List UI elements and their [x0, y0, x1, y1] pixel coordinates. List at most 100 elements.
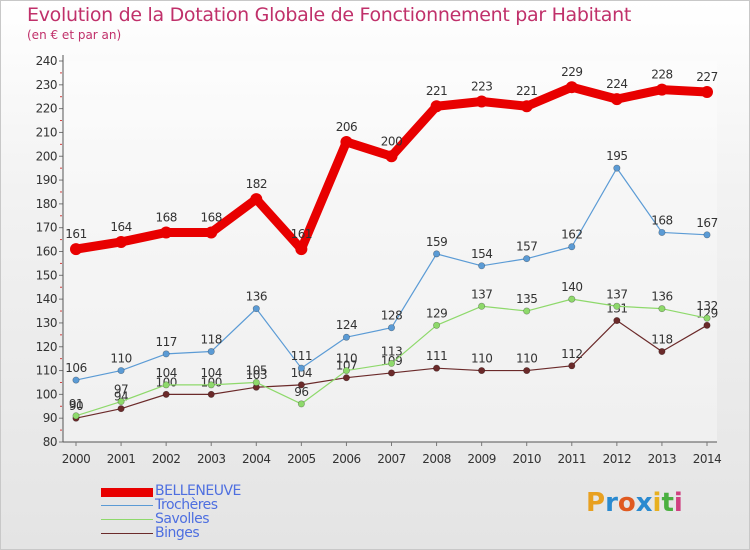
x-tick-label: 2013: [648, 452, 677, 466]
data-point: [72, 376, 80, 384]
x-tick-label: 2008: [422, 452, 451, 466]
data-label: 136: [651, 290, 672, 304]
y-tick-label: 150: [36, 268, 57, 282]
data-point: [613, 317, 621, 325]
data-point: [250, 193, 263, 206]
x-tick-label: 2012: [603, 452, 632, 466]
data-point: [703, 321, 711, 329]
data-point: [565, 81, 578, 94]
data-label: 161: [291, 227, 312, 241]
data-label: 137: [606, 287, 627, 301]
logo-letter: t: [661, 488, 674, 518]
data-point: [475, 95, 488, 108]
data-label: 106: [65, 361, 86, 375]
logo-letter: P: [586, 488, 606, 518]
data-point: [207, 348, 215, 356]
data-point: [613, 302, 621, 310]
data-point: [703, 231, 711, 239]
data-point: [70, 243, 82, 256]
data-point: [520, 100, 533, 113]
data-point: [295, 243, 308, 256]
data-label: 140: [561, 280, 582, 294]
data-point: [523, 307, 531, 315]
data-point: [703, 314, 711, 322]
data-label: 182: [246, 177, 267, 191]
plot-area: [63, 61, 717, 442]
y-tick-label: 210: [36, 125, 57, 139]
data-label: 224: [606, 77, 627, 91]
data-label: 221: [516, 84, 537, 98]
data-label: 200: [381, 134, 402, 148]
x-tick-label: 2003: [197, 452, 226, 466]
x-tick-label: 2007: [377, 452, 406, 466]
data-label: 118: [201, 333, 222, 347]
data-label: 223: [471, 79, 492, 93]
data-label: 90: [69, 399, 83, 413]
y-tick-label: 130: [36, 316, 57, 330]
data-label: 168: [201, 210, 222, 224]
data-point: [207, 381, 215, 389]
data-point: [387, 324, 395, 332]
data-point: [117, 367, 125, 375]
chart-title: Evolution de la Dotation Globale de Fonc…: [27, 4, 632, 26]
x-tick-label: 2004: [242, 452, 271, 466]
data-point: [478, 302, 486, 310]
data-point: [387, 369, 395, 377]
data-point: [115, 235, 128, 248]
y-tick-label: 170: [36, 221, 57, 235]
x-tick-label: 2000: [62, 452, 91, 466]
data-label: 118: [651, 333, 672, 347]
data-label: 111: [426, 349, 447, 363]
y-tick-label: 160: [36, 245, 57, 259]
x-tick-label: 2005: [287, 452, 316, 466]
data-label: 128: [381, 309, 402, 323]
legend-label-savolles: Savolles: [155, 511, 210, 527]
logo-letter: r: [605, 488, 618, 518]
x-tick-label: 2009: [467, 452, 496, 466]
data-label: 104: [291, 366, 312, 380]
y-tick-label: 200: [36, 149, 57, 163]
data-label: 110: [516, 352, 537, 366]
data-point: [523, 367, 531, 375]
data-point: [655, 83, 668, 96]
data-point: [342, 374, 350, 382]
logo-letter: x: [635, 488, 653, 518]
data-label: 104: [155, 366, 176, 380]
data-point: [342, 367, 350, 375]
logo-letter: i: [673, 488, 683, 518]
y-tick-label: 120: [36, 340, 57, 354]
data-point: [568, 243, 576, 251]
data-point: [433, 250, 441, 258]
data-label: 91: [69, 397, 83, 411]
data-label: 168: [155, 210, 176, 224]
data-label: 135: [516, 292, 537, 306]
data-label: 228: [651, 68, 672, 82]
data-point: [297, 381, 305, 389]
x-tick-label: 2001: [107, 452, 136, 466]
data-label: 227: [696, 70, 717, 84]
data-label: 159: [426, 235, 447, 249]
data-point: [387, 359, 395, 367]
data-point: [162, 390, 170, 398]
data-label: 137: [471, 287, 492, 301]
data-point: [701, 85, 713, 98]
data-label: 168: [651, 213, 672, 227]
y-tick-label: 190: [36, 173, 57, 187]
data-point: [433, 321, 441, 329]
data-point: [160, 226, 173, 239]
x-tick-label: 2010: [512, 452, 541, 466]
legend-swatch-trocheres: [101, 505, 153, 506]
y-tick-label: 230: [36, 78, 57, 92]
x-tick-label: 2014: [693, 452, 722, 466]
chart-subtitle: (en € et par an): [27, 28, 122, 42]
y-tick-label: 80: [43, 435, 57, 449]
legend-label-trocheres: Trochères: [155, 497, 218, 513]
legend-swatch-belleneuve: [101, 488, 153, 497]
data-label: 117: [155, 335, 176, 349]
y-tick-label: 240: [36, 54, 57, 68]
data-point: [207, 390, 215, 398]
data-point: [297, 400, 305, 408]
data-label: 110: [471, 352, 492, 366]
data-point: [205, 226, 218, 239]
